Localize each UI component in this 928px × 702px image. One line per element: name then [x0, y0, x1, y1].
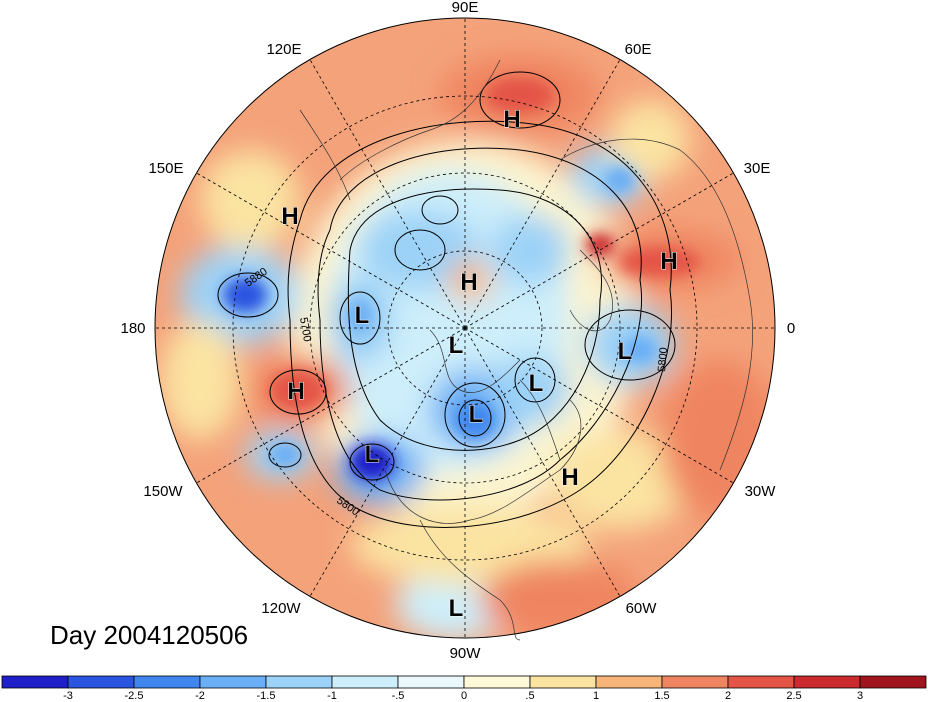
colorbar-tick-label: .5	[525, 690, 534, 702]
meridian-line	[464, 327, 734, 484]
low-pressure-marker: L	[449, 595, 464, 622]
colorbar-swatch	[595, 675, 663, 689]
colorbar: -3 -2.5 -2 -1.5 -1 -.5 0 .5 1 1.5 2 2.5 3	[1, 675, 927, 702]
colorbar-tick-label: 3	[857, 690, 863, 702]
low-pressure-marker: L	[365, 441, 380, 468]
lon-label: 120E	[266, 41, 301, 58]
colorbar-swatch	[67, 675, 135, 689]
lon-label: 30W	[745, 483, 777, 500]
meridian-line	[196, 172, 466, 329]
low-pressure-marker: L	[449, 332, 464, 359]
coastlines	[299, 59, 753, 641]
colorbar-tick-label: -2.5	[125, 690, 144, 702]
colorbar-tick-label: -2	[195, 690, 205, 702]
pressure-centers: H H H H H H L L L L L L L	[281, 106, 678, 623]
meridians	[155, 18, 775, 638]
colorbar-swatch	[727, 675, 795, 689]
low-pressure-marker: L	[618, 338, 633, 365]
colorbar-tick-label: -1	[327, 690, 337, 702]
high-pressure-marker: H	[561, 464, 578, 491]
colorbar-tick-label: -.5	[392, 690, 405, 702]
colorbar-tick-label: 1.5	[654, 690, 669, 702]
longitude-labels: 90E 60E 30E 0 30W 60W 90W 120W 150W 180 …	[120, 0, 795, 662]
high-pressure-marker: H	[503, 106, 520, 133]
colorbar-tick-label: 0	[461, 690, 467, 702]
graticule	[232, 95, 698, 561]
colorbar-tick-label: 1	[593, 690, 599, 702]
map-boundary	[154, 17, 776, 639]
lon-label: 90W	[450, 645, 482, 662]
meridian-line	[309, 327, 466, 597]
meridian-line	[309, 59, 466, 329]
low-pressure-marker: L	[529, 370, 544, 397]
colorbar-swatch	[133, 675, 201, 689]
lon-label: 150E	[148, 160, 183, 177]
colorbar-swatch	[265, 675, 333, 689]
high-pressure-marker: H	[281, 203, 298, 230]
contour-value-label: 5800	[656, 347, 670, 372]
meridian-line	[464, 327, 621, 597]
colorbar-tick-label: 2	[725, 690, 731, 702]
colorbar-swatch	[199, 675, 267, 689]
high-pressure-marker: H	[287, 378, 304, 405]
colorbar-swatch	[529, 675, 597, 689]
high-pressure-marker: H	[460, 269, 477, 296]
lon-label: 180	[120, 320, 145, 337]
meridian-line	[196, 327, 466, 484]
lon-label: 150W	[143, 483, 183, 500]
contour-value-label: 5700	[297, 316, 313, 342]
colorbar-swatch	[331, 675, 399, 689]
colorbar-swatch	[661, 675, 729, 689]
height-contours	[217, 71, 676, 528]
colorbar-swatch	[859, 675, 927, 689]
colorbar-swatch	[463, 675, 531, 689]
lon-label: 0	[787, 320, 795, 337]
colorbar-swatch	[793, 675, 861, 689]
colorbar-tick-label: -1.5	[257, 690, 276, 702]
colorbar-tick-label: -3	[63, 690, 73, 702]
low-pressure-marker: L	[469, 401, 484, 428]
meridian-line	[464, 59, 621, 329]
colorbar-tick-label: 2.5	[786, 690, 801, 702]
colorbar-swatch	[397, 675, 465, 689]
lon-label: 90E	[452, 0, 479, 16]
colorbar-swatch	[1, 675, 69, 689]
lon-label: 30E	[744, 160, 771, 177]
low-pressure-marker: L	[355, 302, 370, 329]
lon-label: 60W	[626, 600, 658, 617]
high-pressure-marker: H	[660, 248, 677, 275]
lon-label: 60E	[625, 41, 652, 58]
lon-label: 120W	[261, 600, 301, 617]
map-title: Day 2004120506	[50, 620, 249, 650]
meridian-line	[464, 172, 734, 329]
